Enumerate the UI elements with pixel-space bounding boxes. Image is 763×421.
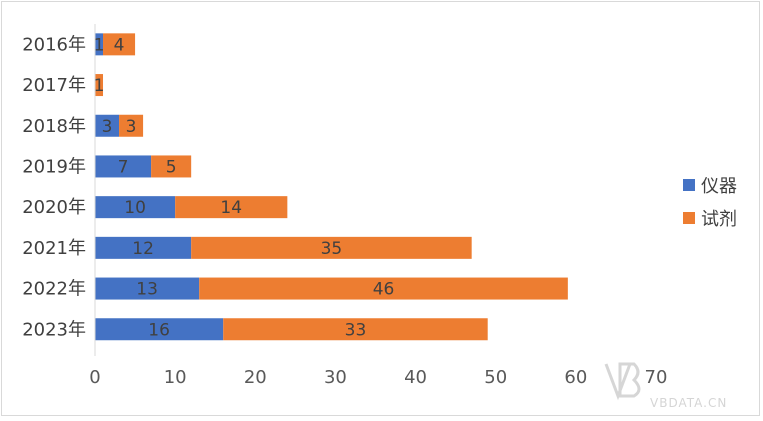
data-label: 46 [373, 280, 395, 300]
x-tick-label: 0 [89, 367, 100, 388]
legend-item-reagent: 试剂 [683, 209, 737, 230]
bar-segment [95, 318, 224, 341]
data-label: 3 [126, 117, 137, 137]
data-label: 14 [220, 198, 242, 218]
category-label: 2016年 [22, 34, 86, 55]
data-label: 5 [166, 157, 177, 177]
data-label: 33 [345, 320, 367, 340]
bar-segment [119, 114, 144, 137]
watermark-vb-icon [604, 362, 641, 401]
x-tick-label: 60 [564, 367, 587, 388]
data-label: 10 [124, 198, 146, 218]
data-label: 1 [94, 76, 105, 96]
data-label: 7 [118, 157, 129, 177]
category-label: 2018年 [22, 116, 86, 137]
bar-segment [191, 236, 472, 259]
bar-segment [95, 196, 176, 219]
legend-item-instrument: 仪器 [683, 176, 737, 197]
bar-segment [199, 277, 568, 300]
bar-segment [103, 33, 136, 56]
bar-segment [95, 74, 104, 97]
x-tick-label: 40 [404, 367, 427, 388]
x-tick-label: 10 [164, 367, 187, 388]
bar-segment [95, 155, 152, 178]
data-label: 16 [148, 320, 170, 340]
x-tick-label: 70 [645, 367, 668, 388]
category-label: 2019年 [22, 156, 86, 177]
legend-swatch-instrument [683, 179, 695, 191]
bar-segment [151, 155, 192, 178]
legend-label-reagent: 试剂 [701, 209, 737, 230]
data-label: 3 [102, 117, 113, 137]
data-label: 1 [94, 35, 105, 55]
watermark-logo: VBDATA.CN [604, 362, 727, 410]
bar-segment [95, 114, 120, 137]
data-label: 13 [136, 280, 158, 300]
bar-segment [223, 318, 488, 341]
category-label: 2023年 [22, 319, 86, 340]
category-label: 2020年 [22, 197, 86, 218]
category-label: 2017年 [22, 75, 86, 96]
category-label: 2022年 [22, 279, 86, 300]
x-tick-label: 20 [244, 367, 267, 388]
bar-segment [95, 33, 104, 56]
category-label: 2021年 [22, 238, 86, 259]
watermark-text: VBDATA.CN [650, 396, 727, 410]
bars-layer [95, 33, 568, 341]
bar-segment [175, 196, 288, 219]
x-tick-label: 30 [324, 367, 347, 388]
legend-swatch-reagent [683, 212, 695, 224]
data-label: 35 [321, 239, 343, 259]
x-tick-label: 50 [484, 367, 507, 388]
legend-label-instrument: 仪器 [701, 176, 737, 197]
legend: 仪器 试剂 [683, 176, 737, 230]
x-tick-labels: 0 10 20 30 40 50 60 70 [89, 367, 667, 388]
data-label: 12 [132, 239, 154, 259]
bar-segment [95, 236, 192, 259]
category-labels: 2016年 2017年 2018年 2019年 2020年 2021年 2022年 2023年 [22, 34, 86, 340]
data-label: 4 [114, 35, 125, 55]
bar-segment [95, 277, 200, 300]
